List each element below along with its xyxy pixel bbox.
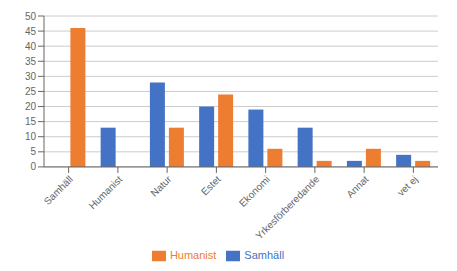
svg-text:20: 20 xyxy=(25,101,37,112)
svg-text:25: 25 xyxy=(25,86,37,97)
svg-text:40: 40 xyxy=(25,41,37,52)
svg-text:45: 45 xyxy=(25,26,37,37)
svg-text:35: 35 xyxy=(25,56,37,67)
svg-text:vet ej: vet ej xyxy=(395,174,420,199)
svg-text:5: 5 xyxy=(30,146,36,157)
svg-text:50: 50 xyxy=(25,11,37,22)
svg-text:30: 30 xyxy=(25,71,37,82)
svg-text:Annat: Annat xyxy=(344,173,370,199)
svg-text:Estet: Estet xyxy=(199,173,223,197)
svg-text:Ekonomi: Ekonomi xyxy=(237,174,272,209)
html-text:Samhäll: Samhäll xyxy=(244,248,285,261)
svg-text:Yrkesförberedande: Yrkesförberedande xyxy=(253,173,321,241)
html-text:Humanist: Humanist xyxy=(169,248,217,261)
svg-text:0: 0 xyxy=(30,161,36,172)
svg-text:Humanist: Humanist xyxy=(87,173,125,211)
svg-text:Natur: Natur xyxy=(148,173,174,199)
svg-text:Samhäll: Samhäll xyxy=(42,174,75,207)
svg-text:10: 10 xyxy=(25,131,37,142)
svg-text:15: 15 xyxy=(25,116,37,127)
